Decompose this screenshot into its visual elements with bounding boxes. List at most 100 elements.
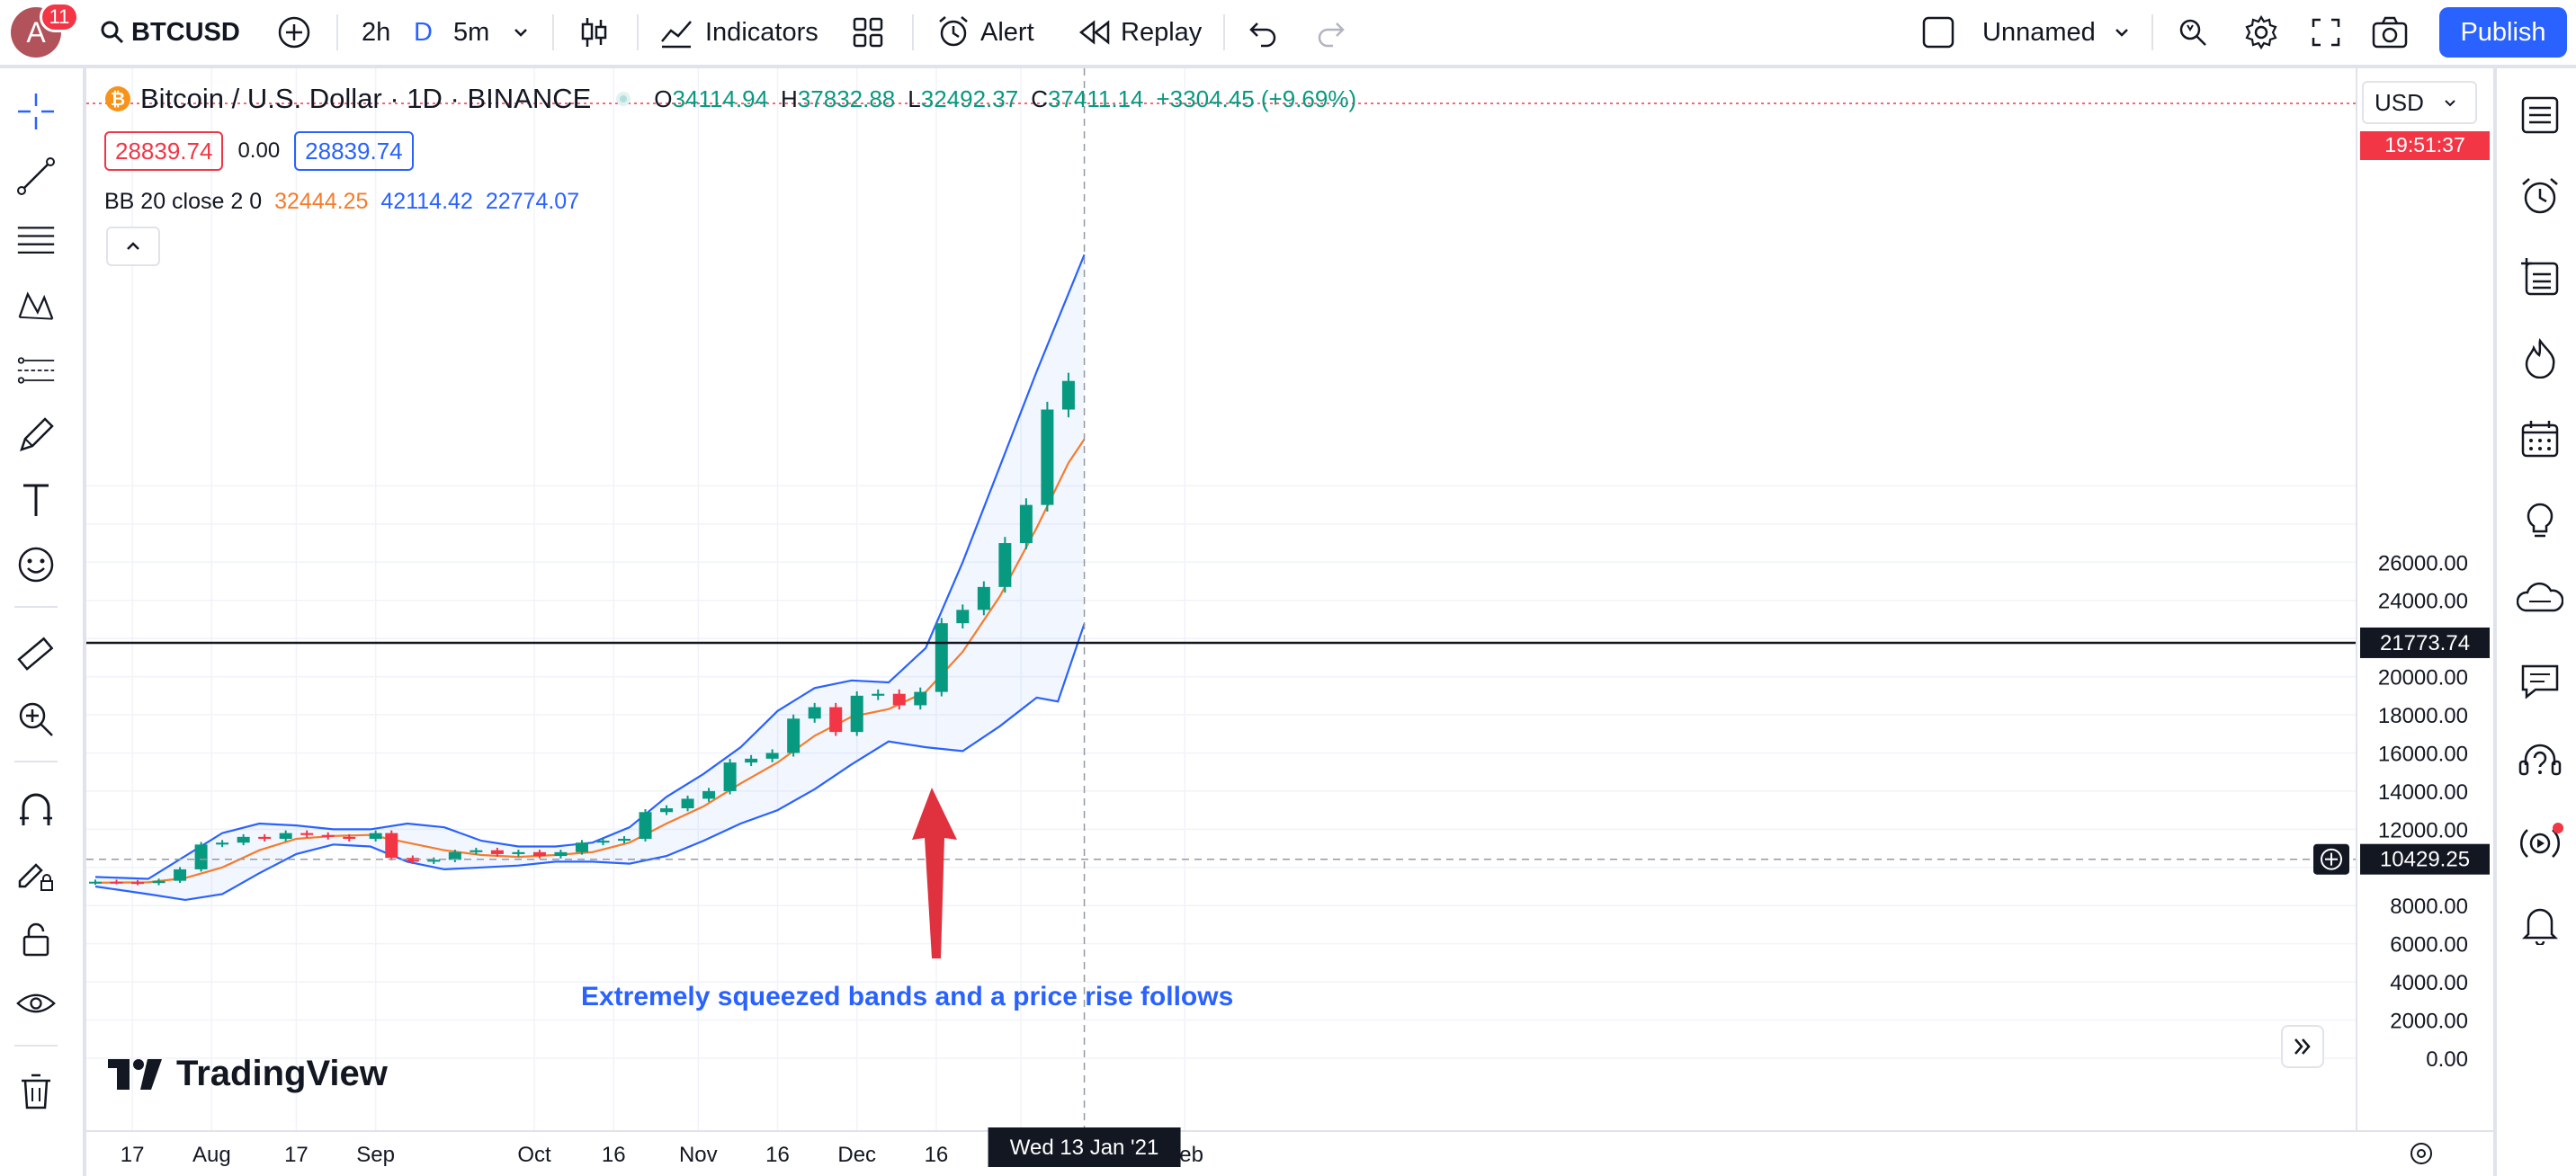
brush-tool[interactable] — [16, 415, 56, 455]
symbol-search[interactable]: BTCUSD — [99, 0, 240, 65]
candle-body — [152, 880, 165, 884]
forecast-tool[interactable] — [16, 351, 56, 390]
ideas-button[interactable] — [2517, 496, 2563, 543]
chats-button[interactable] — [2517, 658, 2563, 705]
scroll-to-realtime-button[interactable] — [2281, 1025, 2324, 1068]
candle — [618, 836, 631, 843]
candle-body — [639, 812, 652, 839]
candles-icon — [581, 18, 607, 47]
chart-type-button[interactable] — [576, 0, 612, 65]
search-sparkle-icon — [2179, 19, 2206, 46]
calendar-icon — [2521, 421, 2559, 458]
alerts-button[interactable] — [2517, 173, 2563, 219]
camera-icon — [2372, 16, 2408, 49]
currency-select[interactable]: USD — [2362, 81, 2477, 124]
calendar-button[interactable] — [2517, 415, 2563, 462]
drawing-toolbar — [0, 68, 86, 1176]
time-axis-label: 17 — [284, 1143, 309, 1167]
templates-button[interactable] — [851, 0, 885, 65]
divider — [14, 606, 58, 608]
text-tool[interactable] — [16, 480, 56, 520]
candle-body — [490, 850, 504, 854]
buy-button[interactable]: 28839.74 — [294, 131, 414, 171]
chevron-down-icon — [2445, 100, 2455, 107]
pattern-tool[interactable] — [16, 286, 56, 325]
layout-checkbox[interactable] — [1921, 0, 1955, 65]
emoji-tool[interactable] — [16, 545, 56, 584]
candle-body — [935, 623, 948, 692]
fib-tool[interactable] — [16, 221, 56, 261]
hide-drawings[interactable] — [16, 984, 56, 1023]
interval-dropdown[interactable] — [511, 0, 531, 65]
forecast-icon — [17, 357, 55, 384]
price-chart[interactable]: 26000.00 24000.00 20000.00 18000.00 16000.00… — [86, 68, 2493, 1176]
candle-body — [702, 790, 716, 799]
replay-button[interactable]: Replay — [1078, 0, 1202, 65]
streams-button[interactable] — [2517, 577, 2563, 624]
candle-body — [618, 838, 631, 842]
symbol-legend[interactable]: ₿ Bitcoin / U.S. Dollar · 1D · BINANCE O… — [104, 83, 1356, 115]
price-axis-label: 24000.00 — [2378, 590, 2468, 614]
snapshot-button[interactable] — [2371, 0, 2409, 65]
price-axis-label: 18000.00 — [2378, 704, 2468, 728]
collapse-legend-button[interactable] — [106, 227, 160, 266]
candle — [258, 833, 272, 842]
redo-button[interactable] — [1315, 0, 1347, 65]
candle-body — [427, 860, 441, 862]
undo-button[interactable] — [1247, 0, 1279, 65]
candle — [1019, 498, 1033, 549]
candle — [448, 850, 461, 862]
chat-icon — [2521, 664, 2559, 699]
annotation-text[interactable]: Extremely squeezed bands and a price ris… — [581, 982, 1234, 1011]
indicators-button[interactable]: Indicators — [658, 0, 818, 65]
hotlists-button[interactable] — [2517, 334, 2563, 381]
sell-button[interactable]: 28839.74 — [104, 131, 224, 171]
interval-2h[interactable]: 2h — [362, 17, 391, 47]
lock-drawings[interactable] — [16, 919, 56, 958]
measure-tool[interactable] — [16, 635, 56, 674]
indicator-legend[interactable]: BB 20 close 2 0 32444.25 42114.42 22774.… — [104, 189, 592, 215]
live-stream-button[interactable] — [2517, 820, 2563, 867]
candle-body — [369, 833, 382, 839]
watchlist-button[interactable] — [2517, 92, 2563, 138]
tradingview-logo[interactable]: TradingView — [108, 1054, 388, 1094]
alert-label: Alert — [980, 17, 1034, 47]
crosshair-tool[interactable] — [16, 92, 56, 131]
object-tree-button[interactable] — [2517, 254, 2563, 300]
candle-body — [977, 586, 990, 610]
add-circle-icon — [278, 16, 310, 49]
chart-pane[interactable]: 26000.00 24000.00 20000.00 18000.00 16000.00… — [86, 68, 2493, 1176]
remove-drawings[interactable] — [16, 1072, 56, 1111]
candle-body — [829, 707, 843, 733]
zoom-tool[interactable] — [16, 699, 56, 739]
compare-symbol-button[interactable] — [277, 0, 311, 65]
fullscreen-button[interactable] — [2310, 0, 2342, 65]
settings-button[interactable] — [2243, 0, 2279, 65]
candle — [850, 690, 863, 736]
stay-in-drawing-mode[interactable] — [16, 854, 56, 894]
indicators-label: Indicators — [705, 17, 818, 47]
magnet-tool[interactable] — [16, 789, 56, 829]
time-axis-settings-icon — [2411, 1143, 2432, 1164]
price-axis-label: 26000.00 — [2378, 551, 2468, 575]
alert-button[interactable]: Alert — [935, 0, 1034, 65]
interval-d[interactable]: D — [414, 17, 433, 47]
candle — [427, 857, 441, 865]
publish-button[interactable]: Publish — [2439, 7, 2567, 58]
candle — [89, 879, 102, 886]
candle-body — [89, 881, 102, 884]
trend-line-tool[interactable] — [16, 156, 56, 196]
layout-name[interactable]: Unnamed — [1982, 17, 2096, 47]
candle — [554, 850, 568, 859]
notifications-button[interactable] — [2517, 901, 2563, 948]
smiley-icon — [18, 547, 54, 583]
layout-dropdown[interactable] — [2112, 0, 2132, 65]
candle-body — [194, 844, 208, 869]
interval-5m[interactable]: 5m — [453, 17, 490, 47]
help-button[interactable] — [2517, 739, 2563, 786]
spread-value: 0.00 — [237, 138, 281, 163]
candle — [702, 788, 716, 802]
crosshair-price-tag — [2360, 843, 2490, 875]
svg-text:₿: ₿ — [111, 90, 125, 110]
quick-search-button[interactable] — [2175, 0, 2211, 65]
